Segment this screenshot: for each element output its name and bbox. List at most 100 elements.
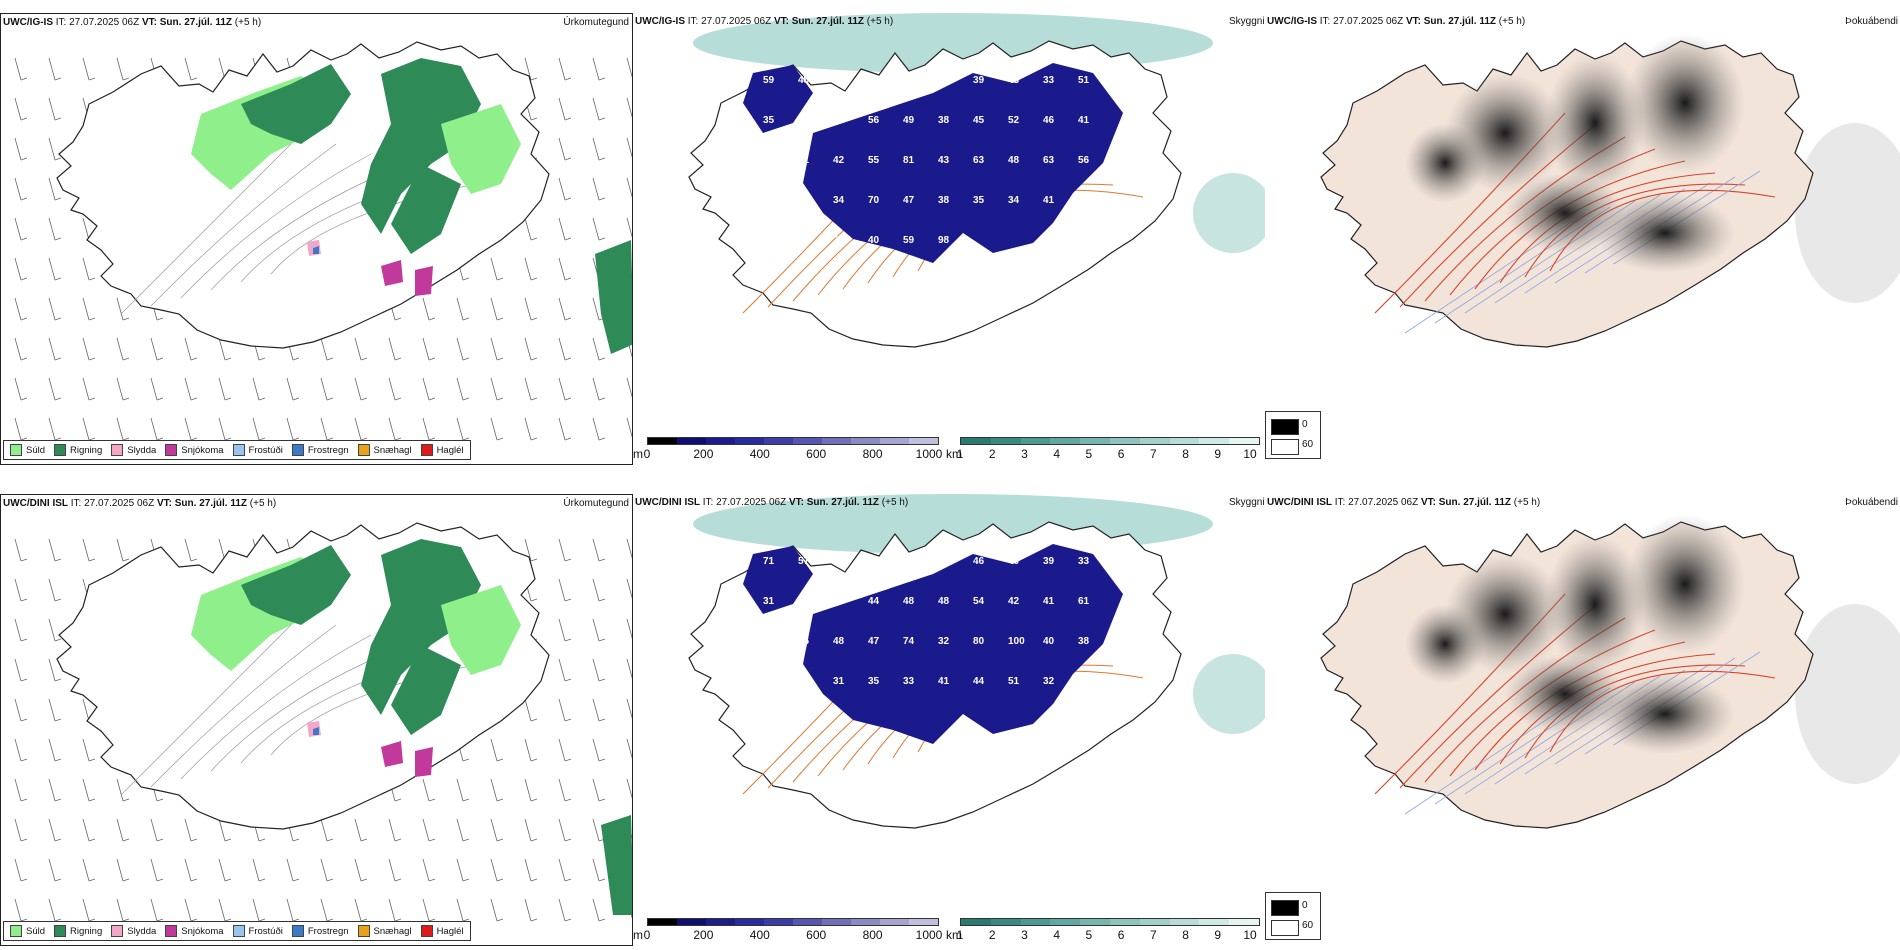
ceiling-value-label: 39: [973, 75, 985, 86]
colorbar-cell: [1109, 438, 1140, 444]
wind-barb: [88, 77, 96, 81]
legend-swatch: [54, 925, 67, 937]
wind-barb: [48, 137, 56, 161]
legend-swatch: [232, 444, 245, 456]
ceiling-value-label: 45: [973, 115, 985, 126]
low-ceiling-area: [743, 65, 813, 133]
fog-index-map: [1320, 514, 1900, 829]
snow-area: [415, 747, 433, 777]
wind-barb: [592, 578, 600, 602]
wind-barb: [422, 858, 430, 882]
wind-barb: [558, 417, 566, 441]
wind-barb: [524, 818, 532, 842]
legend-label: Snæhagl: [373, 444, 412, 456]
wind-barb: [286, 417, 294, 441]
wind-barb: [422, 417, 430, 441]
wind-barb: [558, 738, 566, 762]
low-ceiling-area: [743, 546, 813, 614]
colorbar-tick: 6: [1117, 447, 1125, 461]
wind-barb: [558, 698, 566, 722]
colorbar-tick: 400: [749, 447, 770, 461]
wind-barb: [258, 918, 266, 922]
ceiling-value-label: 44: [763, 235, 775, 246]
freezing-rain-area: [313, 246, 319, 254]
colorbar-tick: 5: [1085, 928, 1093, 942]
wind-barb: [218, 417, 226, 441]
ceiling-value-label: 34: [1008, 195, 1020, 206]
wind-barb: [20, 317, 28, 321]
cloud-panel-bottom: UWC/DINI ISL IT: 27.07.2025 06Z VT: Sun.…: [633, 494, 1265, 946]
legend-item: Snjókoma: [165, 444, 224, 456]
wind-barb: [598, 437, 606, 441]
wind-barb: [258, 357, 266, 361]
wind-barb: [524, 898, 532, 922]
ceiling-value-label: 63: [973, 155, 985, 166]
wind-barb: [564, 357, 572, 361]
panel-title: UWC/IG-IS IT: 27.07.2025 06Z VT: Sun. 27…: [635, 16, 894, 27]
wind-barb: [14, 778, 22, 802]
wind-barb: [598, 558, 606, 562]
wind-barb: [156, 918, 164, 922]
panel-variable: Skyggni: [1229, 16, 1265, 27]
wind-barb: [490, 337, 498, 361]
colorbar-cell: [1020, 919, 1051, 925]
colorbar-cell: [648, 919, 677, 925]
colorbar-cell: [793, 438, 822, 444]
wind-barb: [462, 437, 470, 441]
wind-barb: [360, 397, 368, 401]
wind-barb: [496, 758, 504, 762]
wind-barb: [88, 758, 96, 762]
wind-barb: [592, 417, 600, 441]
rain-area: [391, 645, 461, 735]
wind-barb: [354, 377, 362, 401]
ceiling-visibility-map: 59 48 50 64 46 53 39 43 33 51 35 68 42 56 49 38 45 52 46 41…: [688, 13, 1265, 348]
wind-barb: [462, 798, 470, 802]
legend-swatch: [1271, 439, 1299, 455]
wind-barb: [326, 357, 334, 361]
wind-barb: [564, 437, 572, 441]
ceiling-value-label: 43: [938, 155, 950, 166]
panel-variable: Úrkomutegund: [563, 498, 629, 509]
wind-barb: [54, 638, 62, 642]
wind-barb: [394, 317, 402, 321]
wind-barb: [20, 277, 28, 281]
terrain-line: [150, 624, 337, 788]
wind-barb: [626, 658, 632, 679]
wind-barb: [564, 317, 572, 321]
wind-barb: [496, 317, 504, 321]
wind-barb: [150, 417, 158, 441]
wind-barb: [292, 357, 300, 361]
wind-barb: [558, 618, 566, 642]
ceiling-value-label: 33: [798, 195, 810, 206]
iceland-map: [56, 41, 632, 354]
legend-swatch: [111, 444, 124, 456]
wind-barb: [88, 397, 96, 401]
colorbar-cell: [990, 438, 1021, 444]
wind-barb: [422, 337, 430, 361]
legend-swatch: [420, 444, 433, 456]
wind-barb: [524, 217, 532, 241]
wind-barb: [422, 818, 430, 842]
ceiling-value-label: 40: [1043, 636, 1055, 647]
wind-barb: [558, 778, 566, 802]
fog-panel-top: UWC/IG-IS IT: 27.07.2025 06Z VT: Sun. 27…: [1265, 13, 1900, 465]
wind-barb: [184, 818, 192, 842]
low-visibility-area: [1193, 173, 1265, 253]
ceiling-colorbar: m 0 200 400 600 800 1000: [633, 918, 943, 944]
wind-barb: [598, 798, 606, 802]
wind-barb: [394, 838, 402, 842]
ceiling-value-label: 31: [763, 596, 775, 607]
colorbar-cell: [1199, 438, 1230, 444]
wind-barb: [190, 838, 198, 842]
ceiling-value-label: 45: [868, 556, 880, 567]
colorbar-cell: [1020, 438, 1051, 444]
colorbar-cell: [822, 438, 851, 444]
wind-barb: [20, 558, 28, 562]
wind-barb: [218, 898, 226, 922]
wind-barb: [354, 858, 362, 882]
legend-swatch: [111, 925, 124, 937]
colorbar-cell: [909, 438, 938, 444]
wind-barb: [592, 137, 600, 161]
wind-barb: [82, 898, 90, 922]
wind-barb: [224, 918, 232, 922]
